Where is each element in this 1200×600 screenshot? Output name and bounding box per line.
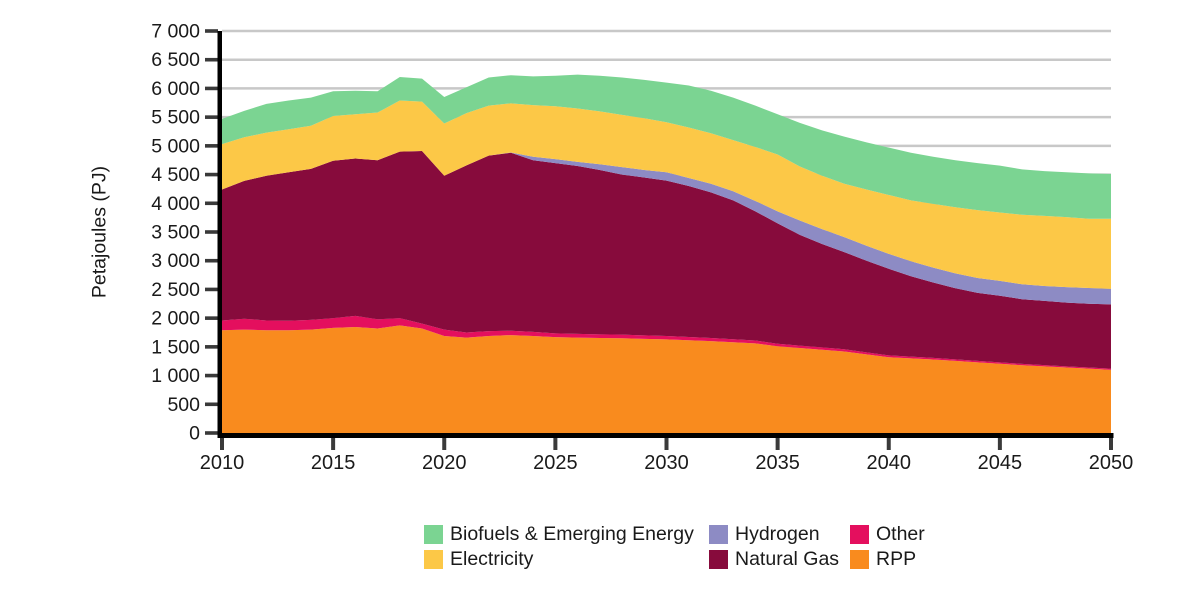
legend-swatch-other bbox=[850, 525, 869, 544]
y-tick-1000 bbox=[205, 373, 218, 378]
legend-swatch-biofuels bbox=[424, 525, 443, 544]
y-tick-label-500: 500 bbox=[167, 394, 200, 416]
x-axis-line bbox=[217, 433, 1114, 438]
x-tick-2035 bbox=[775, 438, 780, 450]
x-tick-label-2025: 2025 bbox=[533, 452, 578, 474]
area-biofuels bbox=[222, 74, 1111, 219]
y-tick-4500 bbox=[205, 172, 218, 177]
legend: Biofuels & Emerging Energy Hydrogen Othe… bbox=[424, 522, 925, 572]
x-tick-label-2010: 2010 bbox=[200, 452, 245, 474]
x-tick-label-2050: 2050 bbox=[1089, 452, 1134, 474]
x-tick-label-2035: 2035 bbox=[755, 452, 800, 474]
legend-label-electricity: Electricity bbox=[450, 548, 534, 570]
x-tick-2030 bbox=[664, 438, 669, 450]
y-tick-3500 bbox=[205, 230, 218, 234]
legend-label-biofuels: Biofuels & Emerging Energy bbox=[450, 523, 694, 545]
x-tick-label-2030: 2030 bbox=[644, 452, 689, 474]
y-tick-label-3000: 3 000 bbox=[151, 250, 200, 272]
legend-swatch-natural-gas bbox=[709, 550, 728, 569]
x-tick-2010 bbox=[220, 438, 224, 450]
legend-item-natural-gas: Natural Gas bbox=[709, 548, 850, 571]
x-tick-label-2045: 2045 bbox=[978, 452, 1023, 474]
x-tick-2025 bbox=[553, 438, 558, 450]
x-tick-2020 bbox=[442, 438, 447, 450]
y-axis-line bbox=[217, 31, 222, 433]
y-tick-label-4500: 4 500 bbox=[151, 164, 200, 186]
y-tick-label-3500: 3 500 bbox=[151, 222, 200, 244]
y-tick-5500 bbox=[205, 115, 218, 119]
y-tick-label-6000: 6 000 bbox=[151, 78, 200, 100]
area-electricity bbox=[222, 100, 1111, 289]
legend-item-biofuels: Biofuels & Emerging Energy bbox=[424, 523, 709, 546]
legend-label-other: Other bbox=[876, 523, 925, 545]
y-tick-1500 bbox=[205, 345, 218, 349]
x-tick-2040 bbox=[886, 438, 891, 450]
legend-swatch-rpp bbox=[850, 550, 869, 569]
y-tick-5000 bbox=[205, 144, 218, 148]
area-hydrogen bbox=[222, 151, 1111, 305]
legend-item-other: Other bbox=[850, 523, 925, 546]
x-tick-2050 bbox=[1109, 438, 1113, 450]
legend-label-hydrogen: Hydrogen bbox=[735, 523, 820, 545]
x-tick-label-2020: 2020 bbox=[422, 452, 467, 474]
x-tick-2015 bbox=[331, 438, 336, 450]
y-tick-7000 bbox=[205, 29, 218, 33]
y-tick-label-6500: 6 500 bbox=[151, 49, 200, 71]
y-tick-0 bbox=[205, 431, 218, 435]
y-tick-label-1500: 1 500 bbox=[151, 336, 200, 358]
y-tick-label-0: 0 bbox=[189, 423, 200, 445]
legend-item-hydrogen: Hydrogen bbox=[709, 523, 850, 546]
y-tick-2000 bbox=[205, 316, 218, 320]
legend-swatch-hydrogen bbox=[709, 525, 728, 544]
y-tick-2500 bbox=[205, 287, 218, 292]
y-tick-6000 bbox=[205, 86, 218, 91]
area-other bbox=[222, 315, 1111, 370]
x-tick-label-2040: 2040 bbox=[867, 452, 912, 474]
y-tick-6500 bbox=[205, 57, 218, 62]
legend-item-rpp: RPP bbox=[850, 548, 925, 571]
x-tick-2045 bbox=[997, 438, 1002, 450]
legend-swatch-electricity bbox=[424, 550, 443, 569]
y-axis-title: Petajoules (PJ) bbox=[88, 165, 111, 299]
x-tick-label-2015: 2015 bbox=[311, 452, 356, 474]
legend-label-natural-gas: Natural Gas bbox=[735, 548, 840, 570]
y-tick-label-7000: 7 000 bbox=[151, 21, 200, 43]
area-rpp bbox=[222, 325, 1111, 433]
y-tick-label-2000: 2 000 bbox=[151, 308, 200, 330]
legend-item-electricity: Electricity bbox=[424, 548, 709, 571]
legend-label-rpp: RPP bbox=[876, 548, 917, 570]
y-tick-label-4000: 4 000 bbox=[151, 193, 200, 215]
y-tick-label-2500: 2 500 bbox=[151, 279, 200, 301]
y-tick-3000 bbox=[205, 258, 218, 263]
y-tick-label-5500: 5 500 bbox=[151, 107, 200, 129]
y-tick-label-1000: 1 000 bbox=[151, 365, 200, 387]
area-natural-gas bbox=[222, 151, 1111, 369]
y-tick-500 bbox=[205, 402, 218, 407]
y-tick-label-5000: 5 000 bbox=[151, 135, 200, 157]
y-tick-4000 bbox=[205, 201, 218, 206]
